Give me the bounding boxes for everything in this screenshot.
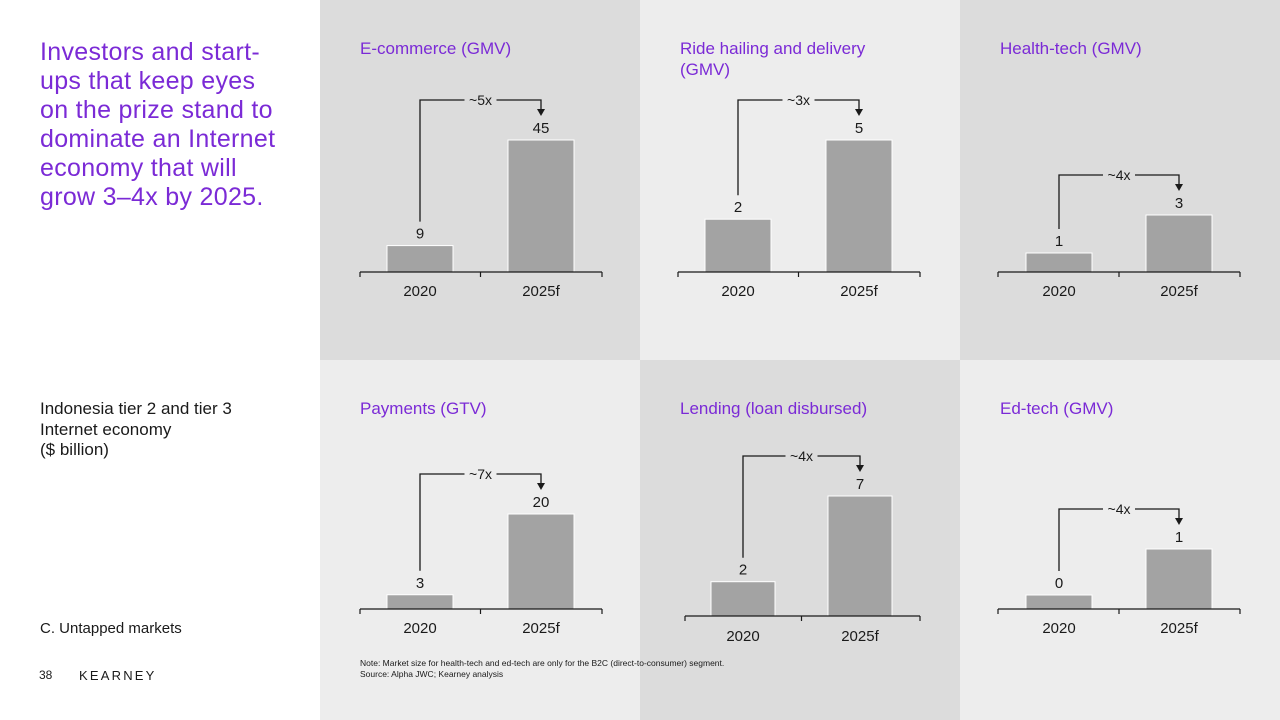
- bar-chart: 2 2020 5 2025f ~3x: [677, 91, 921, 300]
- bar: [710, 581, 776, 617]
- multiplier-backdrop: [782, 91, 815, 109]
- chart-title: Ed-tech (GMV): [1000, 398, 1250, 419]
- chart-panel: Payments (GTV) 3 2020 20 2025f ~7x: [320, 360, 640, 720]
- arrow-head-icon: [856, 465, 864, 472]
- data-label: 1: [1175, 529, 1183, 546]
- category-label: 2020: [1042, 620, 1075, 637]
- bar: [1025, 252, 1093, 273]
- chart-title: Ride hailing and delivery (GMV): [680, 38, 930, 80]
- chart-title-line: Health-tech (GMV): [1000, 39, 1142, 58]
- bar: [1145, 214, 1213, 273]
- chart-panel: Ed-tech (GMV) 0 2020 1 2025f ~4x: [960, 360, 1280, 720]
- category-label: 2020: [726, 628, 759, 645]
- subtitle-line: Indonesia tier 2 and tier 3: [40, 399, 232, 418]
- chart-title-line: Ed-tech (GMV): [1000, 399, 1114, 418]
- growth-multiplier: ~4x: [790, 448, 813, 464]
- footnote-source: Source: Alpha JWC; Kearney analysis: [360, 669, 504, 679]
- category-label: 2020: [403, 620, 436, 637]
- chart-panel: Health-tech (GMV) 1 2020 3 2025f ~4x: [960, 0, 1280, 360]
- arrow-head-icon: [537, 109, 545, 116]
- multiplier-backdrop: [464, 91, 497, 109]
- multiplier-backdrop: [785, 447, 818, 465]
- subtitle: Indonesia tier 2 and tier 3 Internet eco…: [40, 399, 300, 461]
- headline: Investors and start-ups that keep eyes o…: [40, 38, 276, 211]
- growth-multiplier: ~5x: [469, 92, 492, 108]
- arrow-head-icon: [537, 483, 545, 490]
- data-label: 5: [855, 120, 863, 137]
- chart-panel: Ride hailing and delivery (GMV) 2 2020 5 2025…: [640, 0, 960, 360]
- chart-title-line: E-commerce (GMV): [360, 39, 512, 58]
- bar: [386, 245, 454, 273]
- bar: [386, 594, 454, 610]
- data-label: 3: [416, 575, 424, 592]
- bar: [507, 513, 575, 610]
- data-label: 1: [1055, 233, 1063, 250]
- chart-title: E-commerce (GMV): [360, 38, 610, 59]
- category-label: 2025f: [1160, 283, 1198, 300]
- multiplier-backdrop: [464, 465, 497, 483]
- data-label: 9: [416, 226, 424, 243]
- growth-multiplier: ~4x: [1108, 501, 1131, 517]
- chart-title-line: Lending (loan disbursed): [680, 399, 868, 418]
- chart-panel: Lending (loan disbursed) 2 2020 7 2025f ~4x: [640, 360, 960, 720]
- left-column: Investors and start-ups that keep eyes o…: [0, 0, 320, 720]
- category-label: 2020: [1042, 283, 1075, 300]
- chart-title-line: (GMV): [680, 60, 731, 79]
- bar-chart: 9 2020 45 2025f ~5x: [359, 91, 603, 300]
- multiplier-backdrop: [1103, 166, 1135, 184]
- arrow-head-icon: [855, 109, 863, 116]
- data-label: 0: [1055, 575, 1063, 592]
- arrow-head-icon: [1175, 518, 1183, 525]
- growth-multiplier: ~3x: [787, 92, 810, 108]
- category-label: 2025f: [1160, 620, 1198, 637]
- bar-chart: 0 2020 1 2025f ~4x: [997, 500, 1241, 637]
- growth-multiplier: ~4x: [1108, 167, 1131, 183]
- chart-title-line: Ride hailing and delivery: [680, 39, 866, 58]
- category-label: 2025f: [840, 283, 878, 300]
- bar: [507, 139, 575, 273]
- chart-title: Lending (loan disbursed): [680, 398, 930, 419]
- brand-logo: KEARNEY: [79, 668, 157, 683]
- data-label: 3: [1175, 195, 1183, 212]
- data-label: 20: [533, 494, 550, 511]
- arrow-head-icon: [1175, 184, 1183, 191]
- category-label: 2020: [403, 283, 436, 300]
- footnote: Note: Market size for health-tech and ed…: [360, 658, 724, 680]
- chart-title: Health-tech (GMV): [1000, 38, 1250, 59]
- bar-chart: 2 2020 7 2025f ~4x: [684, 447, 921, 645]
- chart-panel: E-commerce (GMV) 9 2020 45 2025f ~5x: [320, 0, 640, 360]
- category-label: 2025f: [841, 628, 879, 645]
- bar-chart: 1 2020 3 2025f ~4x: [997, 166, 1241, 300]
- category-label: 2025f: [522, 620, 560, 637]
- multiplier-backdrop: [1103, 500, 1135, 518]
- bar: [704, 218, 772, 273]
- growth-multiplier: ~7x: [469, 466, 492, 482]
- footnote-note: Note: Market size for health-tech and ed…: [360, 658, 725, 668]
- chart-title: Payments (GTV): [360, 398, 610, 419]
- category-label: 2025f: [522, 283, 560, 300]
- data-label: 2: [739, 562, 747, 579]
- bar: [827, 495, 893, 617]
- section-label: C. Untapped markets: [40, 620, 182, 637]
- subtitle-line: Internet economy: [40, 419, 172, 439]
- category-label: 2020: [721, 283, 754, 300]
- chart-title-line: Payments (GTV): [360, 399, 487, 418]
- page-number: 38: [39, 668, 53, 682]
- subtitle-line: ($ billion): [40, 440, 109, 459]
- data-label: 45: [533, 120, 550, 137]
- bar: [1145, 548, 1213, 610]
- data-label: 7: [856, 476, 864, 493]
- data-label: 2: [734, 199, 742, 216]
- bar: [1025, 594, 1093, 610]
- bar: [825, 139, 893, 273]
